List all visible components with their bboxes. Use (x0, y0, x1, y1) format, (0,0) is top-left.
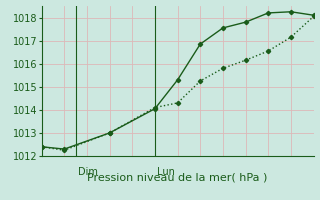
X-axis label: Pression niveau de la mer( hPa ): Pression niveau de la mer( hPa ) (87, 173, 268, 183)
Text: Dim: Dim (78, 167, 98, 177)
Text: Lun: Lun (157, 167, 175, 177)
